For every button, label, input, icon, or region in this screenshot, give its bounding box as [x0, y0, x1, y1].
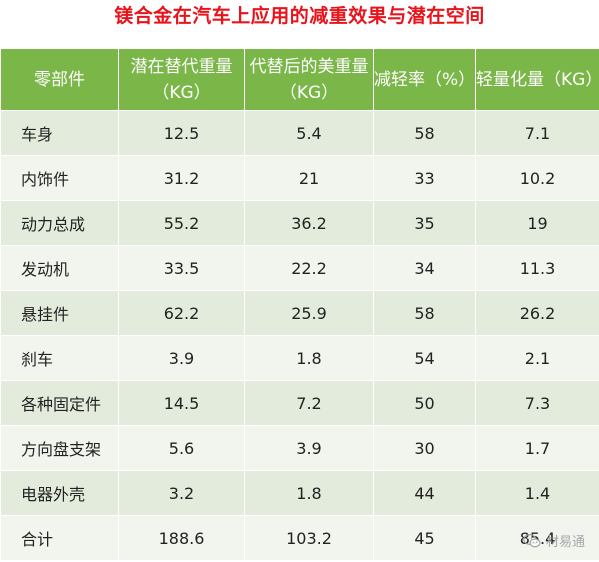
- cell-potential-weight: 33.5: [118, 245, 245, 291]
- header-replaced-weight: 代替后的美重量（KG）: [244, 48, 374, 111]
- cell-reduction-rate: 30: [373, 425, 476, 471]
- cell-weight-saved: 1.7: [475, 425, 599, 471]
- cell-component: 各种固定件: [0, 380, 119, 426]
- cell-weight-saved: 19: [475, 200, 599, 246]
- table-row: 电器外壳 3.2 1.8 44 1.4: [0, 470, 599, 516]
- cell-replaced-weight: 103.2: [244, 515, 374, 561]
- cell-reduction-rate: 54: [373, 335, 476, 381]
- cell-potential-weight: 31.2: [118, 155, 245, 201]
- table-total-row: 合计 188.6 103.2 45 85.4: [0, 515, 599, 561]
- cell-weight-saved: 7.1: [475, 110, 599, 156]
- table-row: 发动机 33.5 22.2 34 11.3: [0, 245, 599, 291]
- table-row: 内饰件 31.2 21 33 10.2: [0, 155, 599, 201]
- cell-replaced-weight: 25.9: [244, 290, 374, 336]
- table-row: 悬挂件 62.2 25.9 58 26.2: [0, 290, 599, 336]
- cell-reduction-rate: 45: [373, 515, 476, 561]
- cell-weight-saved: 2.1: [475, 335, 599, 381]
- cell-reduction-rate: 33: [373, 155, 476, 201]
- watermark-text: 材易通: [545, 535, 585, 550]
- cell-weight-saved: 85.4: [475, 515, 599, 561]
- header-component: 零部件: [0, 48, 119, 111]
- cell-replaced-weight: 21: [244, 155, 374, 201]
- cell-replaced-weight: 1.8: [244, 470, 374, 516]
- weight-reduction-table: 零部件 潜在替代重量（KG） 代替后的美重量（KG） 减轻率（%） 轻量化量（K…: [0, 48, 599, 561]
- cell-potential-weight: 62.2: [118, 290, 245, 336]
- cell-reduction-rate: 44: [373, 470, 476, 516]
- cell-potential-weight: 5.6: [118, 425, 245, 471]
- cell-potential-weight: 188.6: [118, 515, 245, 561]
- watermark: 材易通: [523, 531, 585, 550]
- cell-reduction-rate: 35: [373, 200, 476, 246]
- cell-potential-weight: 12.5: [118, 110, 245, 156]
- cell-potential-weight: 3.2: [118, 470, 245, 516]
- wechat-icon: [523, 533, 541, 547]
- table-header-row: 零部件 潜在替代重量（KG） 代替后的美重量（KG） 减轻率（%） 轻量化量（K…: [0, 48, 599, 111]
- cell-component: 内饰件: [0, 155, 119, 201]
- cell-component: 车身: [0, 110, 119, 156]
- cell-weight-saved: 1.4: [475, 470, 599, 516]
- cell-replaced-weight: 36.2: [244, 200, 374, 246]
- table-row: 刹车 3.9 1.8 54 2.1: [0, 335, 599, 381]
- table-row: 动力总成 55.2 36.2 35 19: [0, 200, 599, 246]
- cell-weight-saved: 7.3: [475, 380, 599, 426]
- cell-component: 电器外壳: [0, 470, 119, 516]
- table-row: 车身 12.5 5.4 58 7.1: [0, 110, 599, 156]
- cell-replaced-weight: 5.4: [244, 110, 374, 156]
- cell-component: 方向盘支架: [0, 425, 119, 471]
- header-reduction-rate: 减轻率（%）: [373, 48, 476, 111]
- table-row: 方向盘支架 5.6 3.9 30 1.7: [0, 425, 599, 471]
- cell-reduction-rate: 50: [373, 380, 476, 426]
- cell-reduction-rate: 34: [373, 245, 476, 291]
- header-weight-saved: 轻量化量（KG）: [475, 48, 599, 111]
- cell-component: 刹车: [0, 335, 119, 381]
- cell-component: 合计: [0, 515, 119, 561]
- cell-reduction-rate: 58: [373, 290, 476, 336]
- cell-weight-saved: 10.2: [475, 155, 599, 201]
- cell-replaced-weight: 7.2: [244, 380, 374, 426]
- cell-reduction-rate: 58: [373, 110, 476, 156]
- cell-potential-weight: 3.9: [118, 335, 245, 381]
- header-potential-weight: 潜在替代重量（KG）: [118, 48, 245, 111]
- page-title: 镁合金在汽车上应用的减重效果与潜在空间: [114, 5, 485, 27]
- cell-weight-saved: 11.3: [475, 245, 599, 291]
- cell-component: 发动机: [0, 245, 119, 291]
- cell-potential-weight: 14.5: [118, 380, 245, 426]
- cell-replaced-weight: 3.9: [244, 425, 374, 471]
- cell-replaced-weight: 1.8: [244, 335, 374, 381]
- cell-component: 动力总成: [0, 200, 119, 246]
- cell-component: 悬挂件: [0, 290, 119, 336]
- cell-weight-saved: 26.2: [475, 290, 599, 336]
- table-row: 各种固定件 14.5 7.2 50 7.3: [0, 380, 599, 426]
- cell-potential-weight: 55.2: [118, 200, 245, 246]
- cell-replaced-weight: 22.2: [244, 245, 374, 291]
